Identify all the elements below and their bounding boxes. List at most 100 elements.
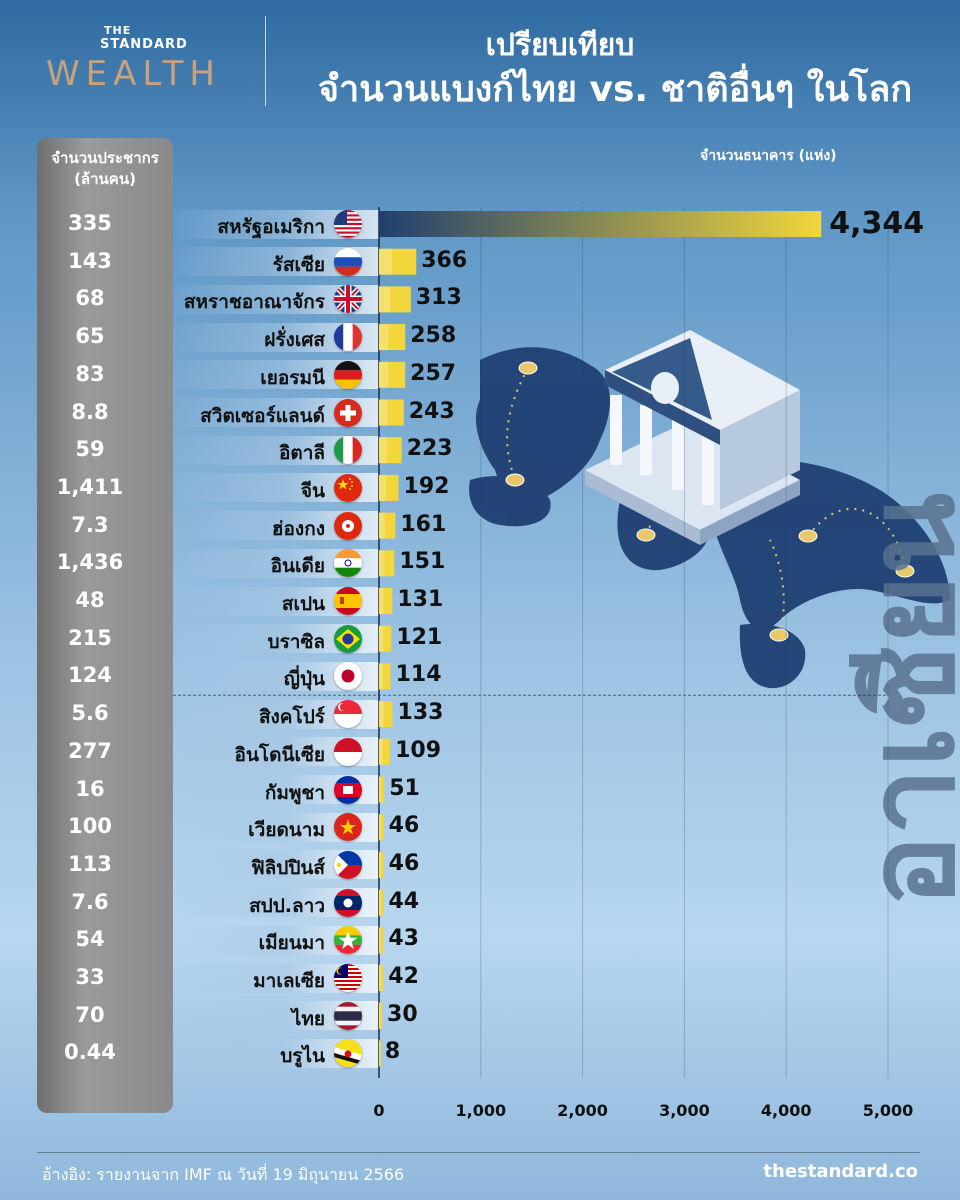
country-label: บรูไน xyxy=(280,1045,325,1068)
switzerland-flag-icon xyxy=(334,398,362,427)
bar-highlight xyxy=(379,588,384,614)
bar-value-label: 161 xyxy=(400,511,447,537)
population-value: 5.6 xyxy=(71,701,109,726)
bar-value-label: 4,344 xyxy=(829,206,925,241)
bar-highlight xyxy=(379,625,384,652)
x-tick-label: 4,000 xyxy=(761,1101,812,1120)
indonesia-flag-icon xyxy=(334,737,362,766)
population-title: จำนวนประชากร (ล้านคน) xyxy=(37,148,173,190)
bar-value-label: 133 xyxy=(397,700,444,726)
bar xyxy=(379,399,404,426)
philippines-flag-icon xyxy=(334,850,362,879)
population-value: 54 xyxy=(75,927,105,952)
bar-highlight xyxy=(379,701,384,728)
country-label: ไทย xyxy=(291,1007,325,1030)
spain-flag-icon xyxy=(334,587,362,615)
bar xyxy=(379,512,396,539)
country-label: ฮ่องกง xyxy=(271,517,325,540)
bar xyxy=(379,889,384,916)
cambodia-flag-icon xyxy=(334,775,362,804)
population-value: 16 xyxy=(75,776,105,801)
bar xyxy=(379,286,411,313)
country-label: สิงคโปร์ xyxy=(258,706,325,729)
bar-highlight xyxy=(379,927,381,954)
country-label: อิตาลี xyxy=(278,442,325,465)
x-tick-label: 3,000 xyxy=(659,1101,710,1120)
bar-highlight xyxy=(379,1040,380,1067)
bar-highlight xyxy=(379,663,384,690)
population-value: 124 xyxy=(68,663,112,688)
country-label: บราซิล xyxy=(267,630,325,653)
bar xyxy=(379,248,417,275)
bar-value-label: 258 xyxy=(410,323,457,349)
population-value: 215 xyxy=(68,625,112,650)
usa-flag-icon xyxy=(334,210,362,238)
bar xyxy=(379,738,391,765)
bar-highlight xyxy=(379,965,381,991)
country-label: อินโดนีเซีย xyxy=(234,743,325,766)
bar-value-label: 192 xyxy=(403,473,450,499)
bar-value-label: 131 xyxy=(397,587,444,612)
bar xyxy=(379,814,384,841)
country-label: กัมพูชา xyxy=(264,781,325,804)
bar xyxy=(379,324,406,351)
bar-value-label: 313 xyxy=(415,285,462,311)
population-title-line-1: จำนวนประชากร xyxy=(51,149,159,167)
bar-highlight xyxy=(379,399,388,426)
bar-value-label: 243 xyxy=(408,398,455,424)
population-title-line-2: (ล้านคน) xyxy=(74,170,136,188)
country-label: ฟิลิปปินส์ xyxy=(251,856,325,879)
bar-value-label: 223 xyxy=(406,436,453,462)
footer-divider xyxy=(37,1152,920,1153)
population-value: 48 xyxy=(75,588,105,612)
bar-value-label: 257 xyxy=(410,360,457,386)
population-value: 68 xyxy=(75,286,105,311)
population-value: 65 xyxy=(75,324,105,349)
malaysia-flag-icon xyxy=(334,964,362,992)
country-label: อินเดีย xyxy=(270,555,325,578)
bar-value-label: 151 xyxy=(399,549,446,575)
bar-highlight xyxy=(379,851,381,878)
bar-highlight xyxy=(379,248,393,275)
russia-flag-icon xyxy=(334,247,362,276)
population-value: 1,436 xyxy=(56,550,124,575)
bar xyxy=(379,1040,381,1067)
site-url: thestandard.co xyxy=(763,1161,918,1182)
thailand-flag-icon xyxy=(334,1001,362,1030)
bank-building-icon xyxy=(585,330,800,545)
x-tick-label: 0 xyxy=(373,1101,384,1120)
bar-value-label: 30 xyxy=(387,1001,418,1027)
india-flag-icon xyxy=(334,549,362,578)
x-tick-label: 2,000 xyxy=(557,1101,608,1120)
bar-value-label: 42 xyxy=(388,964,419,989)
country-label: สวิตเซอร์แลนด์ xyxy=(200,404,325,427)
bar-value-label: 8 xyxy=(384,1039,401,1065)
bar-highlight xyxy=(379,738,383,765)
singapore-flag-icon xyxy=(334,700,362,729)
brazil-flag-icon xyxy=(334,624,362,653)
bar xyxy=(379,474,399,501)
bar-value-label: 109 xyxy=(395,737,442,763)
bar-highlight xyxy=(379,324,389,351)
title-line-2: จำนวนแบงก์ไทย vs. ชาติอื่นๆ ในโลก xyxy=(317,69,913,110)
country-label: ฝรั่งเศส xyxy=(264,329,325,352)
population-value: 7.3 xyxy=(71,512,109,537)
country-label: สหราชอาณาจักร xyxy=(183,291,325,314)
france-flag-icon xyxy=(334,323,362,352)
country-label: สหรัฐอเมริกา xyxy=(217,216,325,238)
bar-highlight xyxy=(379,286,391,313)
brunei-flag-icon xyxy=(334,1039,362,1068)
bar xyxy=(379,588,393,614)
bank-axis-label: จำนวนธนาคาร (แห่ง) xyxy=(700,148,837,164)
title-line-1: เปรียบเทียบ xyxy=(485,28,635,63)
bar xyxy=(379,776,385,803)
bar-highlight xyxy=(379,550,385,577)
population-value: 100 xyxy=(68,814,112,839)
country-label: รัสเซีย xyxy=(272,253,325,276)
hongkong-flag-icon xyxy=(334,511,362,540)
population-value: 59 xyxy=(75,437,105,462)
country-label: เมียนมา xyxy=(258,932,325,955)
bar-highlight xyxy=(379,512,385,539)
